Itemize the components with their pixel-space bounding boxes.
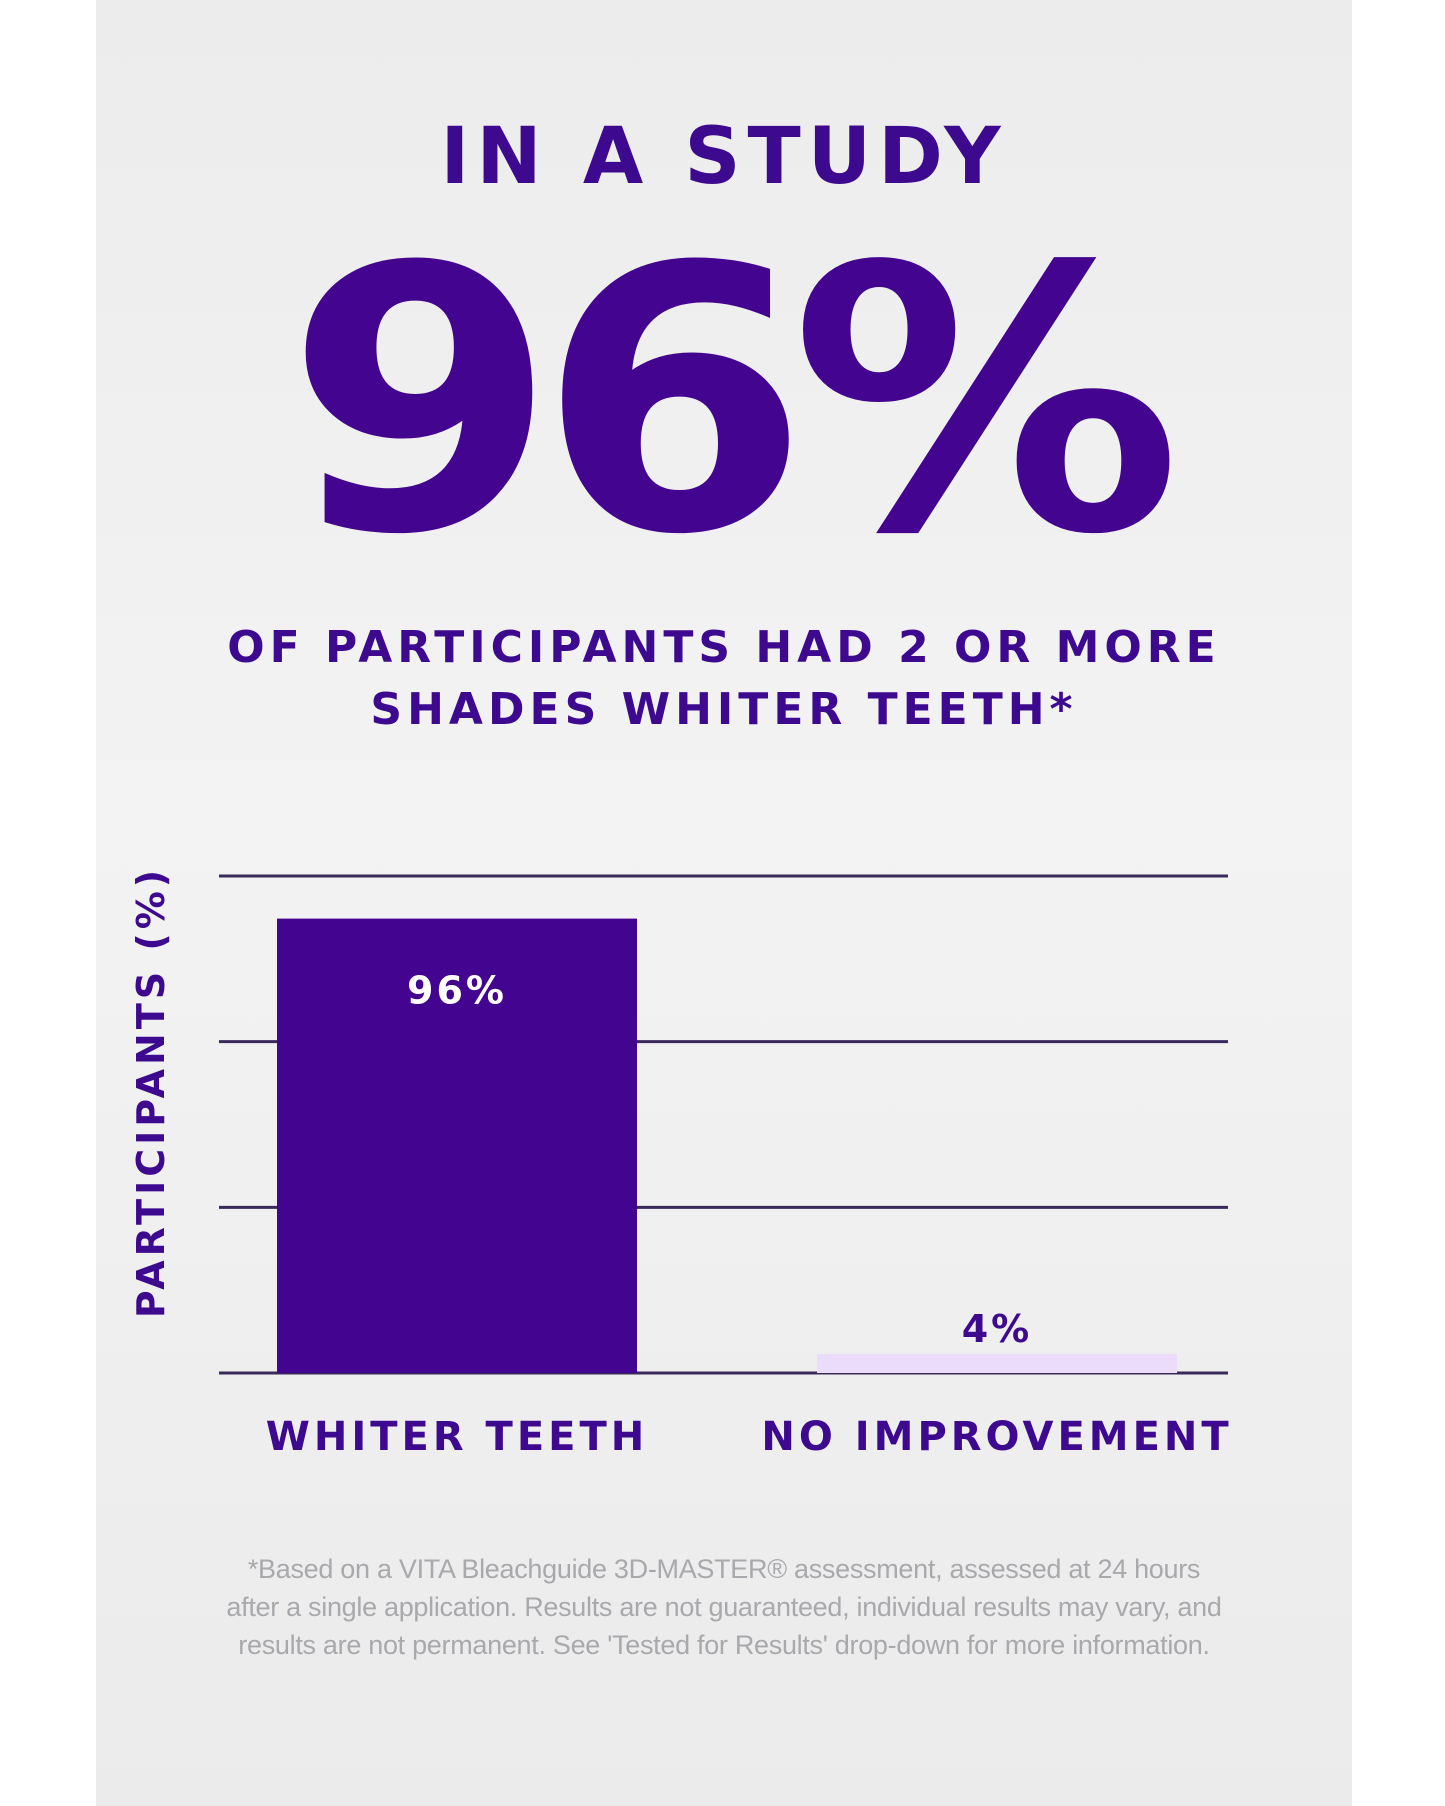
bar-chart: 96% 4% WHITER TEETH NO IMPROVEMENT PARTICI… [129, 866, 1232, 1460]
subheading-line-1: OF PARTICIPANTS HAD 2 OR MORE [227, 622, 1221, 673]
footnote: *Based on a VITA Bleachguide 3D-MASTER® … [226, 1554, 1222, 1660]
bar-value-label-1: 4% [962, 1307, 1033, 1351]
infographic-card: IN A STUDY 96% OF PARTICIPANTS HAD 2 OR … [96, 0, 1352, 1806]
hero-percentage: 96% [285, 190, 1181, 615]
subheading: OF PARTICIPANTS HAD 2 OR MORE SHADES WHI… [96, 617, 1352, 741]
bar-1 [817, 1354, 1177, 1373]
eyebrow-heading: IN A STUDY [440, 112, 1008, 202]
y-axis-label: PARTICIPANTS (%) [129, 866, 173, 1318]
category-labels: WHITER TEETH NO IMPROVEMENT [266, 1414, 1232, 1460]
subheading-line-2: SHADES WHITER TEETH* [370, 684, 1078, 735]
bars [277, 918, 1177, 1373]
category-label-0: WHITER TEETH [266, 1414, 649, 1460]
category-label-1: NO IMPROVEMENT [761, 1414, 1232, 1460]
bar-value-label-0: 96% [407, 969, 507, 1013]
bar-0 [277, 918, 637, 1373]
bar-labels: 96% 4% [407, 969, 1033, 1351]
